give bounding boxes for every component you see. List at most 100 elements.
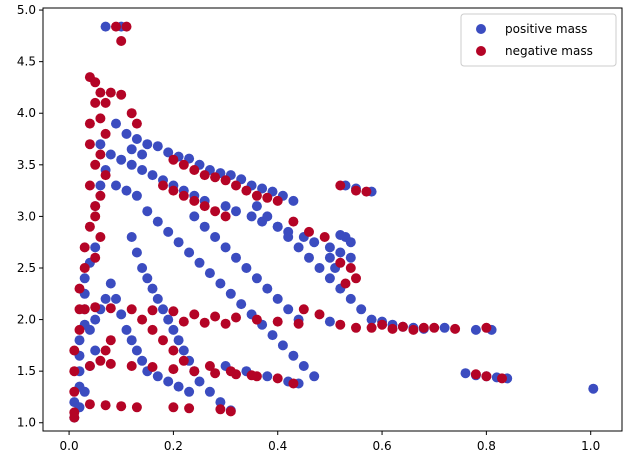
- data-point-positive-mass-71: [277, 340, 288, 351]
- data-point-positive-mass-115: [173, 335, 184, 346]
- data-point-positive-mass-44: [246, 211, 257, 222]
- data-point-positive-mass-62: [184, 247, 195, 258]
- y-axis: 1.0 1.5 2.0 2.5 3.0 3.5 4.0 4.5 5.0: [17, 3, 43, 430]
- data-point-negative-mass-54: [335, 180, 346, 191]
- data-point-positive-mass-75: [189, 211, 200, 222]
- data-point-negative-mass-96: [84, 399, 95, 410]
- y-tick-label: 2.5: [17, 261, 36, 275]
- data-point-positive-mass-31: [121, 185, 132, 196]
- data-point-negative-mass-106: [246, 370, 257, 381]
- data-point-negative-mass-113: [418, 322, 429, 333]
- data-point-negative-mass-2: [121, 21, 132, 32]
- data-point-positive-mass-129: [137, 355, 148, 366]
- data-point-positive-mass-73: [298, 361, 309, 371]
- data-point-positive-mass-84: [283, 304, 294, 315]
- data-point-positive-mass-21: [116, 154, 127, 165]
- data-point-negative-mass-110: [220, 318, 231, 329]
- data-point-negative-mass-7: [84, 139, 95, 150]
- data-point-negative-mass-79: [168, 306, 179, 317]
- data-point-positive-mass-146: [588, 383, 599, 394]
- data-point-negative-mass-85: [293, 318, 304, 329]
- data-point-positive-mass-158: [90, 242, 101, 253]
- data-point-negative-mass-23: [100, 97, 111, 108]
- data-point-negative-mass-39: [199, 170, 210, 181]
- data-point-negative-mass-53: [220, 211, 231, 222]
- data-point-negative-mass-63: [351, 273, 361, 284]
- points-layer: [69, 21, 599, 423]
- y-tick-label: 2.0: [17, 313, 36, 327]
- data-point-negative-mass-25: [95, 113, 106, 124]
- data-point-negative-mass-77: [126, 304, 137, 315]
- data-point-negative-mass-0: [111, 21, 121, 32]
- data-point-positive-mass-6: [152, 141, 163, 152]
- data-point-positive-mass-81: [251, 273, 262, 284]
- data-point-negative-mass-59: [319, 232, 330, 242]
- data-point-negative-mass-84: [272, 316, 283, 327]
- y-tick-label: 5.0: [17, 3, 36, 17]
- data-point-positive-mass-128: [131, 345, 142, 356]
- data-point-positive-mass-76: [199, 221, 210, 232]
- data-point-negative-mass-120: [168, 345, 179, 356]
- data-point-negative-mass-52: [210, 206, 221, 217]
- data-point-negative-mass-21: [69, 412, 80, 423]
- data-point-positive-mass-133: [173, 381, 184, 392]
- data-point-negative-mass-102: [215, 404, 226, 415]
- data-point-negative-mass-18: [69, 366, 80, 377]
- x-tick-label: 0.4: [268, 439, 287, 453]
- axes-frame: [42, 7, 623, 432]
- data-point-positive-mass-152: [74, 335, 85, 346]
- data-point-positive-mass-124: [111, 293, 121, 304]
- data-point-positive-mass-61: [173, 237, 184, 248]
- data-point-positive-mass-7: [163, 147, 174, 158]
- data-point-negative-mass-97: [100, 400, 111, 411]
- data-point-negative-mass-115: [481, 371, 492, 382]
- data-point-negative-mass-36: [168, 154, 179, 165]
- data-point-positive-mass-140: [324, 316, 335, 327]
- data-point-positive-mass-88: [272, 221, 283, 232]
- y-tick-label: 1.5: [17, 364, 36, 378]
- data-point-positive-mass-60: [163, 226, 174, 237]
- data-point-positive-mass-127: [126, 335, 137, 346]
- data-point-negative-mass-117: [137, 314, 148, 325]
- data-point-positive-mass-103: [439, 322, 450, 333]
- data-point-negative-mass-104: [204, 361, 215, 371]
- data-point-positive-mass-0: [100, 21, 111, 32]
- data-point-positive-mass-165: [79, 386, 90, 397]
- data-point-positive-mass-86: [251, 201, 262, 212]
- data-point-positive-mass-16: [257, 183, 268, 194]
- data-point-positive-mass-43: [231, 206, 241, 217]
- data-point-positive-mass-97: [366, 314, 377, 325]
- data-point-negative-mass-82: [231, 312, 241, 323]
- data-point-negative-mass-29: [95, 190, 106, 201]
- data-point-negative-mass-118: [147, 324, 158, 335]
- data-point-negative-mass-99: [131, 402, 142, 413]
- data-point-positive-mass-34: [95, 180, 106, 191]
- data-point-negative-mass-66: [335, 319, 346, 330]
- data-point-positive-mass-66: [225, 288, 236, 299]
- data-point-negative-mass-123: [100, 345, 111, 356]
- data-point-positive-mass-120: [204, 386, 215, 397]
- data-point-negative-mass-112: [397, 321, 408, 332]
- data-point-positive-mass-72: [288, 350, 299, 361]
- data-point-positive-mass-113: [163, 314, 174, 325]
- data-point-negative-mass-16: [74, 324, 85, 335]
- data-point-positive-mass-42: [220, 201, 231, 212]
- data-point-positive-mass-116: [178, 345, 189, 356]
- data-point-positive-mass-63: [194, 257, 205, 268]
- data-point-negative-mass-55: [351, 185, 361, 196]
- data-point-positive-mass-19: [288, 195, 299, 206]
- data-point-negative-mass-56: [361, 186, 372, 197]
- data-point-positive-mass-70: [267, 330, 278, 341]
- data-point-negative-mass-46: [272, 195, 283, 206]
- data-point-positive-mass-58: [142, 206, 153, 217]
- data-point-negative-mass-109: [199, 317, 210, 328]
- data-point-positive-mass-137: [262, 371, 273, 382]
- y-tick-label: 3.5: [17, 158, 36, 172]
- data-point-negative-mass-122: [95, 355, 106, 366]
- data-point-negative-mass-64: [298, 304, 309, 315]
- data-point-positive-mass-141: [460, 368, 471, 379]
- data-point-negative-mass-116: [497, 373, 507, 384]
- data-point-positive-mass-159: [84, 324, 95, 335]
- data-point-negative-mass-37: [178, 159, 189, 170]
- data-point-negative-mass-89: [147, 362, 158, 372]
